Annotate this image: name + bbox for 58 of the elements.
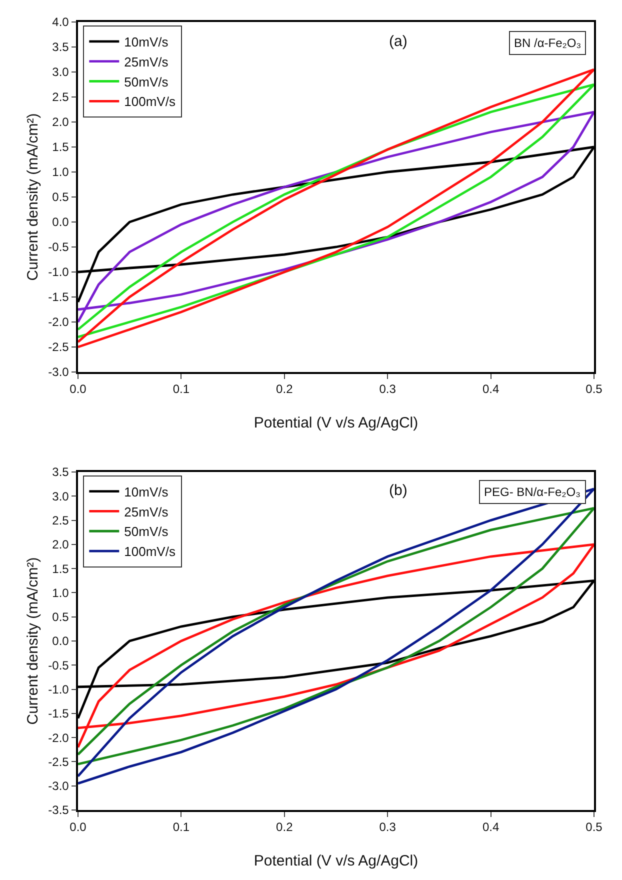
y-tick-label: -3.0 [48,365,70,380]
y-tick-label: -2.5 [48,754,70,769]
y-tick-label: 0.0 [52,634,70,648]
y-axis-title: Current density (mA/cm²) [24,113,42,281]
legend-label: 100mV/s [124,544,176,560]
y-tick-label: 3.0 [52,489,70,504]
y-tick-label: 0.0 [52,215,70,230]
y-tick-label: 2.5 [52,90,70,104]
y-tick-label: 1.0 [52,586,70,600]
legend-label: 50mV/s [124,74,169,90]
y-tick-label: -1.0 [48,265,70,280]
x-tick-label: 0.1 [172,820,190,834]
x-tick-label: 0.2 [276,820,294,834]
annotation: (a) [389,33,408,50]
x-tick-label: 0.5 [586,382,603,396]
x-tick-label: 0.3 [379,820,396,834]
y-tick-label: -1.5 [48,706,70,721]
y-tick-label: -2.0 [48,315,70,330]
x-tick-label: 0.2 [276,382,294,396]
y-tick-label: 2.0 [52,538,70,552]
y-tick-label: -0.5 [48,658,70,672]
y-tick-label: 3.5 [52,40,70,54]
legend-label: 100mV/s [124,94,176,110]
x-tick-label: 0.1 [172,382,190,396]
x-tick-label: 0.3 [379,382,396,396]
x-tick-label: 0.0 [70,382,87,396]
annotation: BN /α-Fe₂O₃ [514,36,582,50]
legend-label: 50mV/s [124,524,169,540]
y-tick-label: 3.0 [52,65,70,80]
x-axis-title: Potential (V v/s Ag/AgCl) [254,852,418,870]
x-tick-label: 0.4 [482,820,500,834]
legend-label: 10mV/s [124,484,169,500]
annotation: PEG- BN/α-Fe₂O₃ [484,485,581,499]
y-tick-label: 3.5 [52,465,70,480]
x-tick-label: 0.0 [70,820,87,834]
y-tick-label: 2.0 [52,115,70,130]
y-tick-label: 1.5 [52,140,70,154]
y-axis-title: Current density (mA/cm²) [24,557,42,725]
legend-label: 25mV/s [124,504,169,520]
x-tick-label: 0.4 [482,382,500,396]
y-tick-label: -1.5 [48,290,70,304]
y-tick-label: -2.5 [48,340,70,354]
y-tick-label: 4.0 [52,15,70,30]
y-tick-label: -1.0 [48,682,70,696]
legend-label: 25mV/s [124,54,169,70]
y-tick-label: 1.5 [52,562,70,576]
annotation: (b) [389,482,408,499]
y-tick-label: 0.5 [52,610,70,624]
x-axis-title: Potential (V v/s Ag/AgCl) [254,414,418,432]
legend-label: 10mV/s [124,34,169,50]
x-tick-label: 0.5 [586,820,603,834]
y-tick-label: -3.5 [48,803,70,818]
y-tick-label: -2.0 [48,730,70,745]
y-tick-label: -3.0 [48,779,70,794]
y-tick-label: 2.5 [52,513,70,528]
y-tick-label: 0.5 [52,190,70,204]
y-tick-label: 1.0 [52,165,70,180]
y-tick-label: -0.5 [48,240,70,254]
